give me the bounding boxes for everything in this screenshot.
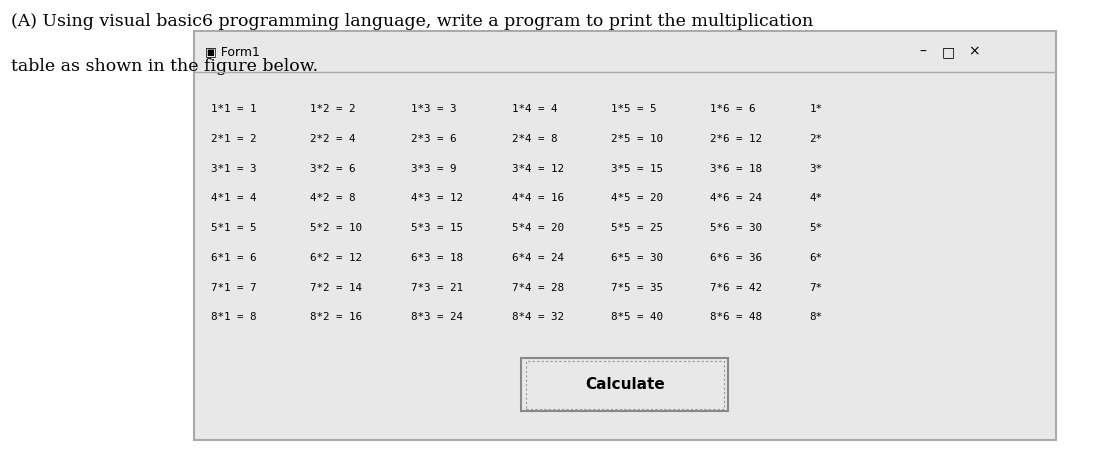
Text: 8*4 = 32: 8*4 = 32 (512, 313, 564, 322)
Text: 5*5 = 25: 5*5 = 25 (612, 223, 664, 233)
Text: 1*3 = 3: 1*3 = 3 (411, 104, 457, 114)
Text: (A) Using visual basic6 programming language, write a program to print the multi: (A) Using visual basic6 programming lang… (11, 13, 813, 31)
Bar (521, 358, 729, 411)
Text: 5*: 5* (810, 223, 823, 233)
Text: 4*5 = 20: 4*5 = 20 (612, 194, 664, 203)
Text: 2*4 = 8: 2*4 = 8 (512, 134, 557, 144)
Text: 3*2 = 6: 3*2 = 6 (310, 163, 355, 174)
Text: 6*2 = 12: 6*2 = 12 (310, 253, 362, 263)
Text: 7*3 = 21: 7*3 = 21 (411, 283, 463, 293)
Text: 2*1 = 2: 2*1 = 2 (211, 134, 257, 144)
Text: 1*: 1* (810, 104, 823, 114)
Text: 2*5 = 10: 2*5 = 10 (612, 134, 664, 144)
Text: 5*1 = 5: 5*1 = 5 (211, 223, 257, 233)
Text: 6*: 6* (810, 253, 823, 263)
Text: 1*4 = 4: 1*4 = 4 (512, 104, 557, 114)
Text: ▣ Form1: ▣ Form1 (205, 45, 260, 58)
Text: 2*3 = 6: 2*3 = 6 (411, 134, 457, 144)
Text: –: – (919, 45, 926, 59)
Text: 7*2 = 14: 7*2 = 14 (310, 283, 362, 293)
Text: □: □ (942, 45, 954, 59)
Text: 8*: 8* (810, 313, 823, 322)
Text: 8*5 = 40: 8*5 = 40 (612, 313, 664, 322)
Text: 7*4 = 28: 7*4 = 28 (512, 283, 564, 293)
Text: 8*3 = 24: 8*3 = 24 (411, 313, 463, 322)
Text: Calculate: Calculate (585, 377, 665, 392)
Text: 3*5 = 15: 3*5 = 15 (612, 163, 664, 174)
Text: 8*2 = 16: 8*2 = 16 (310, 313, 362, 322)
Text: 4*: 4* (810, 194, 823, 203)
Text: 2*6 = 12: 2*6 = 12 (710, 134, 762, 144)
Text: 8*1 = 8: 8*1 = 8 (211, 313, 257, 322)
Bar (194, 31, 1056, 440)
Text: 1*5 = 5: 1*5 = 5 (612, 104, 657, 114)
Text: 3*6 = 18: 3*6 = 18 (710, 163, 762, 174)
Text: 7*6 = 42: 7*6 = 42 (710, 283, 762, 293)
Text: 2*: 2* (810, 134, 823, 144)
Text: 7*5 = 35: 7*5 = 35 (612, 283, 664, 293)
Text: 4*3 = 12: 4*3 = 12 (411, 194, 463, 203)
Text: 6*3 = 18: 6*3 = 18 (411, 253, 463, 263)
Text: 6*5 = 30: 6*5 = 30 (612, 253, 664, 263)
Text: 1*6 = 6: 1*6 = 6 (710, 104, 755, 114)
Text: 5*4 = 20: 5*4 = 20 (512, 223, 564, 233)
Text: 3*: 3* (810, 163, 823, 174)
Text: 1*2 = 2: 1*2 = 2 (310, 104, 355, 114)
Text: 4*1 = 4: 4*1 = 4 (211, 194, 257, 203)
Text: 5*2 = 10: 5*2 = 10 (310, 223, 362, 233)
Text: 3*4 = 12: 3*4 = 12 (512, 163, 564, 174)
Text: 7*1 = 7: 7*1 = 7 (211, 283, 257, 293)
Text: 8*6 = 48: 8*6 = 48 (710, 313, 762, 322)
Text: 7*: 7* (810, 283, 823, 293)
Text: 3*1 = 3: 3*1 = 3 (211, 163, 257, 174)
Text: 5*3 = 15: 5*3 = 15 (411, 223, 463, 233)
Text: 2*2 = 4: 2*2 = 4 (310, 134, 355, 144)
Text: ×: × (969, 45, 980, 59)
Text: 4*2 = 8: 4*2 = 8 (310, 194, 355, 203)
Bar (525, 361, 724, 409)
Text: 4*6 = 24: 4*6 = 24 (710, 194, 762, 203)
Text: 6*1 = 6: 6*1 = 6 (211, 253, 257, 263)
Text: 1*1 = 1: 1*1 = 1 (211, 104, 257, 114)
Text: 3*3 = 9: 3*3 = 9 (411, 163, 457, 174)
Text: 6*6 = 36: 6*6 = 36 (710, 253, 762, 263)
Text: 4*4 = 16: 4*4 = 16 (512, 194, 564, 203)
Text: 5*6 = 30: 5*6 = 30 (710, 223, 762, 233)
Text: table as shown in the figure below.: table as shown in the figure below. (11, 58, 319, 75)
Text: 6*4 = 24: 6*4 = 24 (512, 253, 564, 263)
